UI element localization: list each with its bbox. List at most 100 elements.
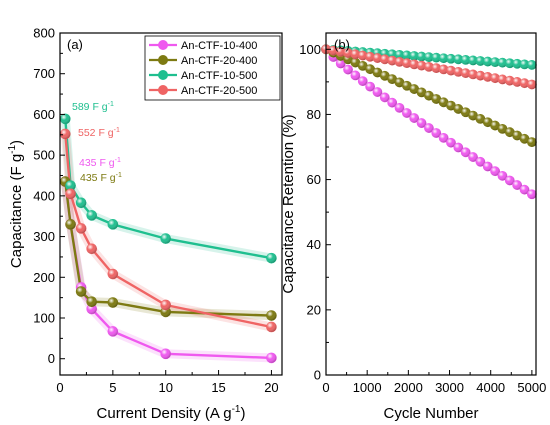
data-point-an-ctf-20-400 <box>65 219 76 230</box>
data-point-b-an-ctf-10-500 <box>468 55 478 66</box>
data-point-b-an-ctf-20-400 <box>512 130 523 141</box>
data-point-b-an-ctf-20-500 <box>357 50 368 61</box>
data-point-an-ctf-10-400 <box>266 352 277 364</box>
data-point-b-an-ctf-20-400 <box>504 127 515 138</box>
data-point-b-an-ctf-20-500 <box>453 66 464 77</box>
panel-a-y-tick-label: 0 <box>48 351 55 366</box>
series-line-an-ctf-10-400 <box>64 181 272 360</box>
data-point-b-an-ctf-10-400 <box>335 58 346 69</box>
data-point-an-ctf-20-500 <box>59 128 71 140</box>
legend-entry-an-ctf-10-500: An-CTF-10-500 <box>149 70 257 82</box>
data-point-b-an-ctf-10-400 <box>365 81 376 92</box>
panel-a-x-tick-label: 0 <box>56 380 63 395</box>
data-point-b-an-ctf-10-500 <box>401 50 412 61</box>
data-point-an-ctf-20-400 <box>75 286 87 297</box>
data-point-b-an-ctf-20-400 <box>490 120 501 131</box>
panel-a-label: (a) <box>67 37 83 52</box>
data-point-an-ctf-20-500 <box>107 268 119 280</box>
data-point-b-an-ctf-20-500 <box>497 74 508 85</box>
panel-a-y-tick-label: 700 <box>33 66 55 81</box>
panel-b-y-tick-label: 80 <box>307 107 321 122</box>
data-point-b-an-ctf-20-400 <box>475 114 486 124</box>
data-point-b-an-ctf-10-400 <box>431 128 442 138</box>
panel-a-frame <box>59 32 283 376</box>
data-point-b-an-ctf-10-400 <box>343 64 353 75</box>
data-point-an-ctf-10-400 <box>107 326 119 337</box>
data-point-b-an-ctf-10-400 <box>497 170 508 181</box>
data-point-b-an-ctf-10-500 <box>424 52 434 63</box>
panel-a-x-ticks: 0 5 10 15 20 <box>56 370 279 395</box>
data-point-b-an-ctf-20-500 <box>401 58 412 69</box>
data-point-an-ctf-20-500 <box>75 223 87 234</box>
data-point-b-an-ctf-10-500 <box>497 57 508 68</box>
data-point-b-an-ctf-10-500 <box>512 58 523 69</box>
data-point-b-an-ctf-10-400 <box>416 118 427 128</box>
data-point-b-an-ctf-10-400 <box>350 70 361 81</box>
data-point-b-an-ctf-20-500 <box>365 51 376 62</box>
data-point-b-an-ctf-10-400 <box>526 189 537 200</box>
data-point-an-ctf-20-500 <box>266 321 277 333</box>
data-point-b-an-ctf-20-400 <box>357 60 368 71</box>
data-point-b-an-ctf-20-400 <box>482 117 493 128</box>
panel-b-y-tick-label: 0 <box>314 368 321 383</box>
legend-label-an-ctf-10-400: An-CTF-10-400 <box>181 40 257 52</box>
data-point-an-ctf-20-500 <box>86 243 98 255</box>
panel-b-x-tick-label: 5000 <box>517 380 546 395</box>
annotation-an-ctf-20-500: 552 F g-1 <box>78 127 120 139</box>
data-point-an-ctf-10-500 <box>107 219 119 230</box>
data-point-b-an-ctf-10-400 <box>438 132 449 143</box>
data-point-an-ctf-20-400 <box>107 297 119 308</box>
data-point-b-an-ctf-20-400 <box>387 74 398 85</box>
data-point-b-an-ctf-20-400 <box>424 90 434 101</box>
data-point-b-an-ctf-10-500 <box>394 49 405 60</box>
data-point-b-an-ctf-10-500 <box>475 56 486 66</box>
data-point-b-an-ctf-20-500 <box>328 45 339 56</box>
data-point-b-an-ctf-20-500 <box>475 70 486 81</box>
panel-a-y-tick-label: 600 <box>33 107 55 122</box>
data-point-b-an-ctf-10-400 <box>401 108 412 118</box>
data-point-an-ctf-10-500 <box>65 180 76 191</box>
panel-b-x-tick-label: 3000 <box>435 380 464 395</box>
panel-b-y-tick-label: 40 <box>307 237 321 252</box>
data-point-b-an-ctf-10-400 <box>387 97 398 108</box>
data-point-b-an-ctf-10-500 <box>409 51 420 61</box>
panel-b-y-tick-label: 20 <box>307 302 321 317</box>
data-point-b-an-ctf-20-400 <box>401 80 412 91</box>
panel-b-markers <box>321 44 537 200</box>
data-point-an-ctf-20-400 <box>266 310 277 321</box>
panel-b-y-axis-label: Capacitance Retention (%) <box>280 114 297 293</box>
panel-a-x-tick-label: 15 <box>211 380 225 395</box>
panel-a-y-tick-label: 400 <box>33 188 55 203</box>
panel-b-label: (b) <box>334 37 350 52</box>
data-point-b-an-ctf-20-500 <box>526 79 537 90</box>
panel-a-y-tick-label: 200 <box>33 270 55 285</box>
panel-a-y-tick-label: 300 <box>33 229 55 244</box>
annotation-an-ctf-10-500: 589 F g-1 <box>72 101 114 113</box>
data-point-b-an-ctf-10-500 <box>490 57 501 68</box>
data-point-an-ctf-10-500 <box>160 233 172 244</box>
panel-a-markers <box>59 113 277 364</box>
data-point-an-ctf-10-500 <box>75 197 87 209</box>
panel-a-x-tick-label: 10 <box>158 380 172 395</box>
data-point-b-an-ctf-10-400 <box>394 102 405 113</box>
data-point-b-an-ctf-10-500 <box>431 52 442 63</box>
panel-a-annotations: 589 F g-1 552 F g-1 435 F g-1 435 F g-1 <box>72 101 122 184</box>
data-point-b-an-ctf-20-500 <box>379 54 390 65</box>
data-point-an-ctf-20-400 <box>86 296 98 308</box>
data-point-b-an-ctf-20-500 <box>460 68 471 79</box>
panel-b: 0 1000 2000 3000 4000 5000 0 20 40 60 80 100 (b) C… <box>280 32 546 422</box>
panel-a-y-ticks: 0 100 200 300 400 500 600 700 800 <box>33 26 65 366</box>
data-point-b-an-ctf-20-400 <box>394 77 405 88</box>
annotation-an-ctf-20-400: 435 F g-1 <box>80 172 122 184</box>
data-point-an-ctf-20-500 <box>65 188 76 200</box>
data-point-b-an-ctf-20-500 <box>446 65 456 76</box>
data-point-b-an-ctf-20-400 <box>431 94 442 104</box>
data-point-b-an-ctf-20-500 <box>409 59 420 70</box>
data-point-an-ctf-10-500 <box>86 210 98 221</box>
data-point-b-an-ctf-10-400 <box>357 76 368 87</box>
data-point-b-an-ctf-10-500 <box>482 56 493 67</box>
panel-b-x-tick-label: 4000 <box>476 380 505 395</box>
data-point-b-an-ctf-10-500 <box>526 60 537 70</box>
data-point-b-an-ctf-10-400 <box>446 137 456 148</box>
